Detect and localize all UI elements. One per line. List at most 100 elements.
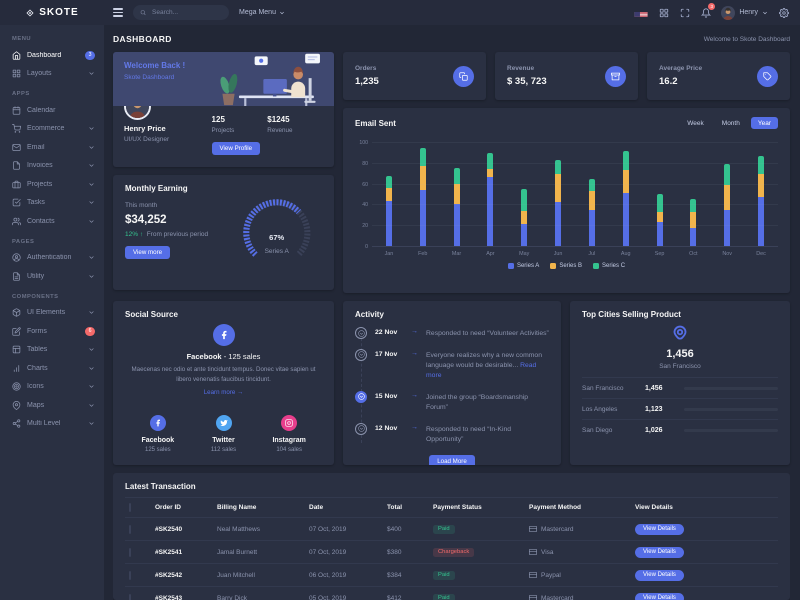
bar-jul[interactable] [575, 143, 609, 247]
latest-transaction-card: Latest Transaction Order ID Billing Name D… [113, 473, 790, 600]
activity-card: Activity 22 Nov → Responded to need “Vol… [343, 301, 561, 465]
sidebar-item-dashboard[interactable]: Dashboard 3 [0, 46, 104, 65]
activity-title: Activity [355, 310, 384, 319]
brand-logo[interactable]: SKOTE [0, 0, 104, 25]
y-axis-tick-label: 60 [362, 181, 368, 188]
table-header-billing-name: Billing Name [213, 497, 305, 518]
sidebar-item-ecommerce[interactable]: Ecommerce [0, 120, 104, 139]
bar-segment-series-a [758, 197, 765, 247]
twitter-icon[interactable] [215, 415, 232, 431]
bar-apr[interactable] [473, 143, 507, 247]
row-checkbox[interactable] [129, 570, 131, 580]
instagram-icon[interactable] [281, 415, 298, 431]
sidebar-item-forms[interactable]: Forms 6 [0, 322, 104, 341]
page-title: DASHBOARD [113, 34, 172, 44]
chevron-down-circle-icon [357, 425, 365, 432]
order-date: 06 Oct, 2019 [305, 563, 383, 587]
briefcase-icon [12, 180, 21, 188]
bar-dec[interactable] [744, 143, 778, 247]
bar-nov[interactable] [710, 143, 744, 247]
row-checkbox[interactable] [129, 524, 131, 534]
view-more-button[interactable]: View more [125, 246, 171, 259]
bar-oct[interactable] [676, 143, 710, 247]
profile-name: Henry Price [124, 124, 166, 133]
search-box[interactable] [133, 5, 229, 20]
settings-gear-icon[interactable] [778, 7, 789, 18]
tab-year[interactable]: Year [750, 117, 778, 129]
sidebar-item-ui-elements[interactable]: UI Elements [0, 304, 104, 323]
sidebar-item-utility[interactable]: Utility [0, 267, 104, 286]
monthly-earning-card: Monthly Earning This month $34,252 12% ↑… [113, 175, 334, 290]
user-menu[interactable]: Henry [721, 5, 768, 20]
chevron-down-icon [89, 127, 94, 130]
sidebar-item-email[interactable]: Email [0, 138, 104, 157]
table-header-total: Total [383, 497, 429, 518]
sidebar-item-projects[interactable]: Projects [0, 175, 104, 194]
bar-sep[interactable] [643, 143, 677, 247]
arrow-right-icon: → [411, 328, 418, 335]
search-input[interactable] [150, 8, 222, 17]
social-source-title: Social Source [125, 310, 178, 319]
sidebar-item-label: Ecommerce [27, 125, 65, 133]
language-flag-icon[interactable] [634, 8, 648, 17]
sidebar-item-label: Tasks [27, 199, 45, 207]
view-profile-button[interactable]: View Profile [211, 142, 261, 155]
social-item-facebook: Facebook 125 sales [125, 414, 191, 453]
notifications-bell-icon[interactable]: 3 [700, 3, 716, 18]
sidebar-toggle-button[interactable] [113, 8, 123, 17]
view-details-button[interactable]: View Details [635, 546, 684, 558]
tab-month[interactable]: Month [721, 119, 740, 127]
x-axis-tick-label: Aug [620, 250, 631, 257]
chevron-down-icon [89, 348, 94, 351]
sidebar-item-calendar[interactable]: Calendar [0, 101, 104, 120]
social-item-instagram: Instagram 104 sales [256, 414, 322, 453]
welcome-card: Welcome Back ! Skote Dashboard [113, 52, 334, 167]
bar-mar[interactable] [440, 143, 474, 247]
bar-jan[interactable] [372, 143, 406, 247]
sidebar-item-charts[interactable]: Charts [0, 359, 104, 378]
city-value: 1,123 [645, 405, 663, 413]
projects-label: Projects [211, 127, 235, 134]
select-all-checkbox[interactable] [129, 503, 131, 512]
chevron-down-icon [89, 72, 94, 75]
sidebar-item-contacts[interactable]: Contacts [0, 212, 104, 231]
legend-item-series-b: Series B [550, 263, 582, 269]
sidebar-item-maps[interactable]: Maps [0, 396, 104, 415]
social-sales: 104 sales [276, 447, 303, 453]
sidebar-item-layouts[interactable]: Layouts [0, 65, 104, 84]
mega-menu-button[interactable]: Mega Menu [239, 9, 285, 16]
row-checkbox[interactable] [129, 593, 131, 600]
bar-feb[interactable] [406, 143, 440, 247]
email-sent-card: Email Sent Week Month Year 0 20 40 60 80 100 Ja… [343, 108, 790, 293]
facebook-icon[interactable] [149, 415, 166, 431]
sidebar-item-multi-level[interactable]: Multi Level [0, 415, 104, 434]
learn-more-link[interactable]: Learn more → [203, 389, 244, 397]
bar-segment-series-c [588, 179, 595, 191]
bar-jun[interactable] [541, 143, 575, 247]
view-details-button[interactable]: View Details [635, 523, 684, 535]
sidebar-item-icons[interactable]: Icons [0, 378, 104, 397]
fullscreen-icon[interactable] [679, 7, 690, 18]
tab-week[interactable]: Week [687, 119, 704, 127]
sidebar-item-authentication[interactable]: Authentication [0, 249, 104, 268]
sidebar-item-tables[interactable]: Tables [0, 341, 104, 360]
row-checkbox[interactable] [129, 547, 131, 557]
email-sent-chart: 0 20 40 60 80 100 [355, 140, 778, 250]
tag-icon [763, 71, 772, 80]
legend-swatch [507, 263, 514, 269]
bar-segment-series-a [588, 209, 595, 247]
activity-item: 17 Nov → Everyone realizes why a new com… [355, 348, 549, 382]
load-more-button[interactable]: Load More [429, 454, 475, 465]
read-more-link[interactable]: Read more [426, 361, 537, 380]
tag-icon [757, 65, 778, 87]
view-details-button[interactable]: View Details [635, 592, 684, 600]
bar-aug[interactable] [609, 143, 643, 247]
bar-may[interactable] [507, 143, 541, 247]
apps-grid-icon[interactable] [658, 7, 669, 18]
sidebar-item-tasks[interactable]: Tasks [0, 194, 104, 213]
legend-label: Series A [516, 263, 540, 269]
bar-segment-series-a [555, 202, 562, 247]
view-details-button[interactable]: View Details [635, 569, 684, 581]
x-axis-tick-label: Oct [689, 250, 698, 257]
sidebar-item-invoices[interactable]: Invoices [0, 157, 104, 176]
